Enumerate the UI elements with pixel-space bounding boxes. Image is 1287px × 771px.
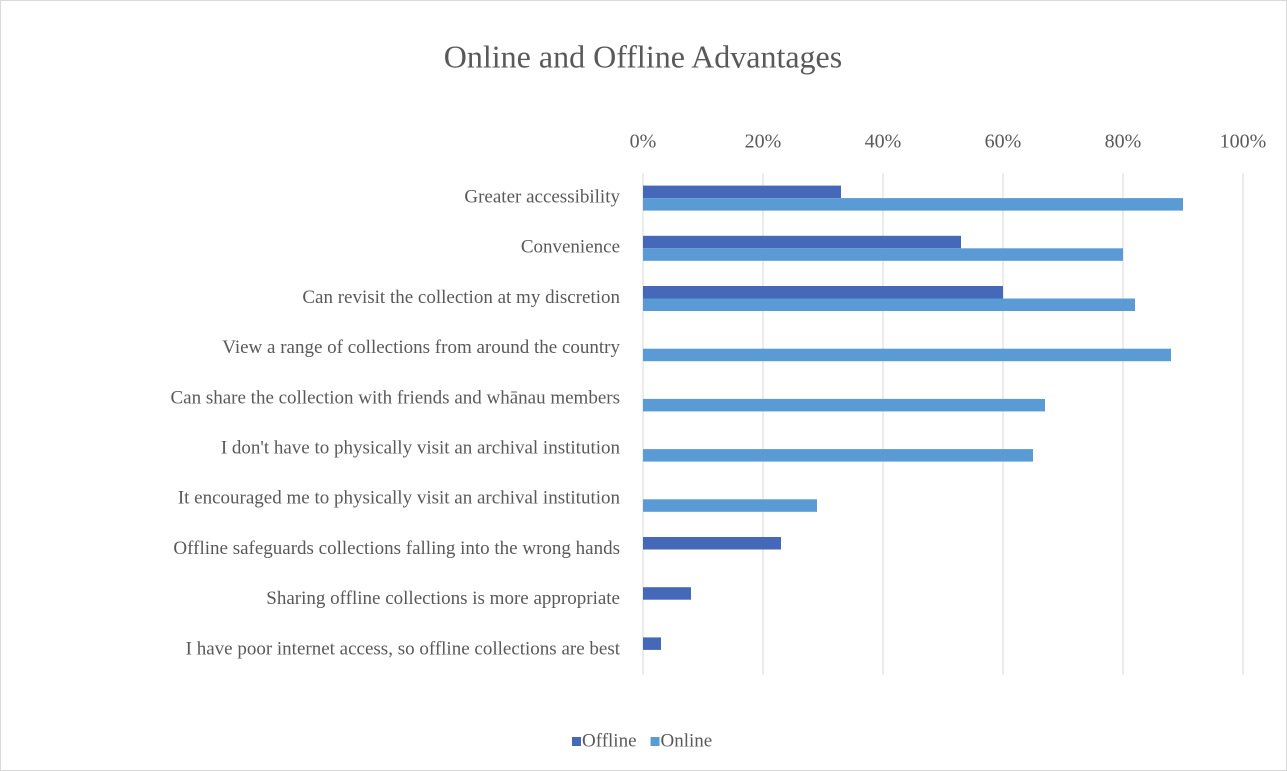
- y-tick-label: Can revisit the collection at my discret…: [302, 287, 620, 308]
- y-tick-label: It encouraged me to physically visit an …: [178, 488, 621, 509]
- bar: [643, 499, 817, 512]
- x-tick-label: 0%: [630, 131, 657, 153]
- bar: [643, 235, 961, 249]
- y-tick-label: Greater accessibility: [464, 186, 620, 207]
- x-tick-label: 60%: [985, 131, 1022, 153]
- y-tick-label: Sharing offline collections is more appr…: [266, 588, 620, 609]
- bar: [643, 198, 1183, 211]
- y-tick-label: Offline safeguards collections falling i…: [173, 538, 620, 559]
- x-tick-label: 100%: [1220, 131, 1267, 153]
- y-tick-label: I have poor internet access, so offline …: [186, 638, 621, 659]
- y-tick-label: Can share the collection with friends an…: [170, 387, 620, 408]
- bar: [643, 248, 1123, 261]
- bar: [643, 298, 1135, 311]
- y-tick-label: I don't have to physically visit an arch…: [221, 437, 621, 458]
- x-tick-label: 80%: [1105, 131, 1142, 153]
- bar: [643, 537, 781, 550]
- bar: [643, 348, 1171, 362]
- chart-title: Online and Offline Advantages: [444, 38, 842, 74]
- bar: [643, 185, 841, 199]
- legend-label: Online: [661, 730, 713, 751]
- x-tick-label: 40%: [865, 131, 902, 153]
- bar: [643, 449, 1033, 462]
- legend-label: Offline: [582, 730, 637, 751]
- y-tick-label: Convenience: [521, 237, 620, 258]
- x-tick-label: 20%: [745, 131, 782, 153]
- legend-swatch: [572, 737, 581, 746]
- y-tick-label: View a range of collections from around …: [222, 337, 620, 358]
- bar: [643, 587, 691, 600]
- bar: [643, 286, 1003, 299]
- bar: [643, 398, 1045, 412]
- legend-swatch: [650, 737, 660, 746]
- bar: [643, 637, 661, 650]
